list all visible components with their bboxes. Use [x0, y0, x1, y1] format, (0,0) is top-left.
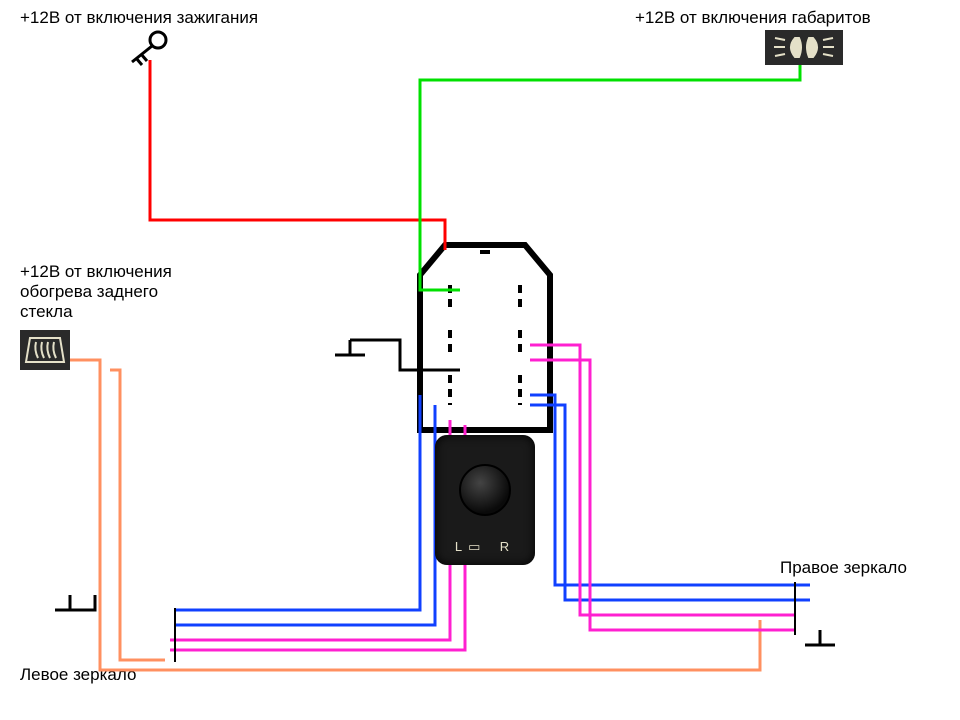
connector-icon: [420, 245, 550, 430]
wire-blue-r1: [530, 395, 810, 585]
wire-mag-r2: [530, 360, 795, 630]
mirror-adjust-switch: L▭ R: [435, 435, 535, 565]
gnd-left: [55, 595, 95, 610]
wire-mag-r1: [530, 345, 795, 615]
mirror-selector-label: L▭ R: [435, 539, 535, 555]
wire-orange2: [110, 370, 165, 660]
wire-blue-l1: [175, 395, 420, 610]
wire-blue-r2: [530, 405, 810, 600]
sel-right: R: [500, 539, 515, 554]
wire-red: [150, 60, 445, 250]
wire-mag-l1: [170, 420, 450, 640]
sel-mid: ▭: [468, 539, 480, 554]
wire-blue-l2: [175, 405, 435, 625]
sel-left: L: [455, 539, 468, 554]
gnd-right: [805, 630, 835, 645]
wiring-canvas: [0, 0, 960, 720]
mirror-knob: [459, 464, 511, 516]
